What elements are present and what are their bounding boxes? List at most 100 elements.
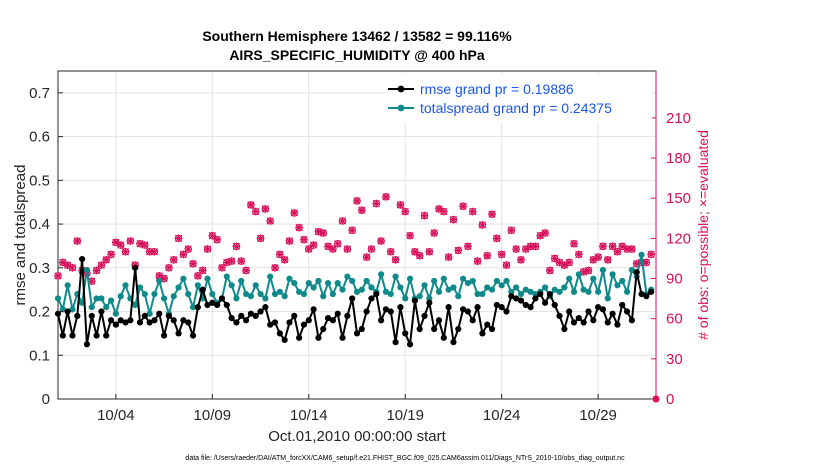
totalspread-point xyxy=(609,271,616,278)
totalspread-point xyxy=(267,273,274,280)
obs-evaluated-point xyxy=(102,255,111,264)
totalspread-point xyxy=(107,297,115,304)
rmse-point xyxy=(64,308,71,315)
obs-evaluated-point xyxy=(343,245,352,253)
obs-evaluated-point xyxy=(435,205,443,213)
obs-evaluated-point xyxy=(319,229,328,237)
rmse-point xyxy=(228,314,235,322)
rmse-point xyxy=(532,295,539,302)
y-tick-label-1: 0.1 xyxy=(29,347,50,364)
rmse-point xyxy=(508,293,515,300)
obs-evaluated-point xyxy=(68,264,77,272)
rmse-point xyxy=(513,295,520,302)
obs-evaluated-point xyxy=(440,207,448,216)
rmse-point xyxy=(349,295,356,302)
rmse-point xyxy=(445,304,452,311)
totalspread-point xyxy=(262,295,269,302)
rmse-point xyxy=(387,308,394,315)
totalspread-point xyxy=(566,275,573,282)
totalspread-point xyxy=(103,304,110,311)
rmse-point xyxy=(296,334,303,341)
totalspread-point xyxy=(368,284,375,291)
totalspread-point xyxy=(551,286,558,293)
rmse-point xyxy=(633,269,640,276)
rmse-point xyxy=(209,299,216,306)
y2-tick-label-5: 150 xyxy=(666,190,691,207)
obs-evaluated-point xyxy=(194,272,202,280)
rmse-point xyxy=(223,301,230,309)
y2-tick-label-1: 30 xyxy=(666,351,683,368)
obs-evaluated-point xyxy=(415,251,424,260)
totalspread-point xyxy=(387,290,394,298)
totalspread-point xyxy=(238,277,245,285)
rmse-point xyxy=(252,312,259,320)
totalspread-point xyxy=(300,290,308,298)
rmse-point xyxy=(498,304,505,311)
obs-evaluated-point xyxy=(628,245,636,253)
rmse-point xyxy=(79,255,86,263)
totalspread-point xyxy=(349,277,356,285)
totalspread-point xyxy=(614,282,621,289)
rmse-point xyxy=(397,304,404,311)
y-axis-right-label: # of obs: o=possible; ×=evaluated xyxy=(695,130,711,340)
obs-evaluated-point xyxy=(247,201,255,209)
obs-evaluated-point xyxy=(444,253,453,261)
totalspread-point xyxy=(170,293,177,300)
totalspread-point xyxy=(59,306,66,313)
obs-evaluated-point xyxy=(468,207,477,216)
rmse-point xyxy=(93,332,100,339)
rmse-point xyxy=(238,312,245,320)
rmse-point xyxy=(464,308,472,315)
totalspread-point xyxy=(498,282,505,289)
rmse-point xyxy=(517,297,525,304)
rmse-point xyxy=(561,325,568,333)
totalspread-point xyxy=(204,275,211,282)
obs-evaluated-point xyxy=(107,250,115,259)
rmse-point xyxy=(643,293,650,300)
totalspread-point xyxy=(363,277,370,285)
y2-tick-label-6: 180 xyxy=(666,150,691,167)
totalspread-point xyxy=(93,295,100,302)
rmse-point xyxy=(194,304,201,311)
rmse-point xyxy=(623,308,631,315)
totalspread-point xyxy=(271,290,279,298)
obs-evaluated-point xyxy=(488,210,496,219)
rmse-point xyxy=(363,308,370,315)
totalspread-point xyxy=(604,295,611,302)
obs-evaluated-point xyxy=(526,242,535,251)
totalspread-point xyxy=(628,266,635,274)
obs-evaluated-point xyxy=(541,229,549,237)
y-tick-label-3: 0.3 xyxy=(29,260,50,277)
obs-evaluated-point xyxy=(112,238,120,247)
totalspread-point xyxy=(185,290,192,298)
legend-box xyxy=(385,74,652,122)
totalspread-point xyxy=(344,273,351,280)
totalspread-point xyxy=(315,277,322,285)
totalspread-point xyxy=(305,280,312,287)
obs-evaluated-point xyxy=(478,221,487,229)
totalspread-point xyxy=(291,280,298,287)
obs-evaluated-point xyxy=(198,266,207,275)
obs-evaluated-point xyxy=(73,237,82,245)
rmse-point xyxy=(551,301,558,309)
totalspread-point xyxy=(474,290,481,298)
totalspread-point xyxy=(257,290,264,298)
rmse-point xyxy=(165,312,173,320)
obs-evaluated-point xyxy=(295,223,303,232)
obs-evaluated-point xyxy=(362,253,371,261)
obs-evaluated-point xyxy=(493,234,501,243)
totalspread-point xyxy=(459,275,467,282)
totalspread-point xyxy=(513,284,520,291)
totalspread-point xyxy=(242,290,250,298)
obs-evaluated-point xyxy=(290,209,299,217)
obs-evaluated-point xyxy=(507,226,516,235)
totalspread-point xyxy=(619,277,626,285)
y-tick-label-5: 0.5 xyxy=(29,172,50,189)
totalspread-point xyxy=(488,286,496,293)
rmse-point xyxy=(132,264,139,271)
x-tick-label-5: 10/29 xyxy=(579,407,617,424)
rmse-point xyxy=(329,317,336,324)
rmse-point xyxy=(310,306,317,313)
y-tick-label-0: 0 xyxy=(42,391,50,408)
totalspread-point xyxy=(358,286,365,293)
